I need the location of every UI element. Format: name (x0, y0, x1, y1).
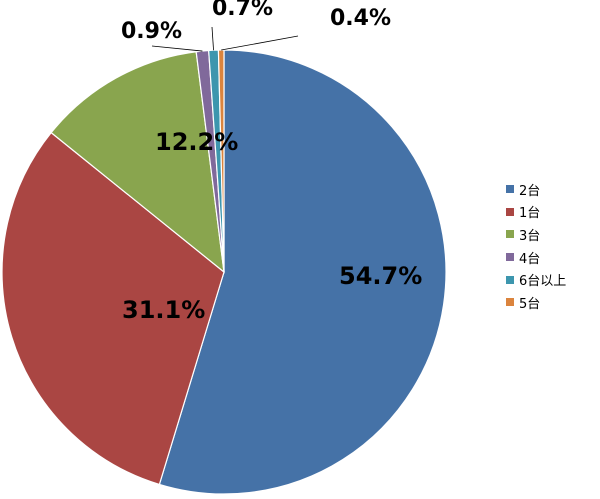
legend-item-2: 1台 (506, 201, 566, 224)
legend-swatch (506, 230, 514, 239)
data-label-6: 0.4% (330, 6, 391, 31)
legend-item-4: 4台 (506, 246, 566, 269)
legend-swatch (506, 298, 514, 307)
pie-slice-3 (50, 51, 225, 274)
data-label-4: 0.9% (121, 19, 182, 44)
legend-swatch (506, 275, 514, 284)
pie-slice-1 (158, 49, 447, 495)
legend-item-1: 2台 (506, 178, 566, 201)
leader-line-4 (151, 45, 203, 52)
pie-slice-2 (1, 131, 225, 486)
data-labels: 54.7% 31.1% 12.2% 0.9% 0.7% 0.4% (121, 0, 422, 324)
legend-label: 2台 (519, 183, 541, 199)
legend-label: 4台 (519, 251, 541, 267)
legend-swatch (506, 253, 514, 262)
leader-lines (151, 26, 299, 52)
data-label-3: 12.2% (155, 128, 238, 156)
data-label-2: 31.1% (122, 296, 205, 324)
legend-swatch (506, 207, 514, 216)
leader-line-5 (211, 26, 214, 51)
data-label-5: 0.7% (212, 0, 273, 21)
leader-line-6 (221, 35, 299, 51)
legend-label: 6台以上 (519, 274, 567, 290)
data-label-1: 54.7% (339, 262, 422, 290)
legend-label: 5台 (519, 296, 541, 312)
pie-slices (1, 49, 447, 495)
legend-item-6: 5台 (506, 291, 566, 314)
legend-label: 3台 (519, 228, 541, 244)
legend-swatch (506, 185, 514, 194)
legend-item-5: 6台以上 (506, 268, 566, 291)
pie-slice-6 (217, 49, 225, 273)
legend-label: 1台 (519, 206, 541, 222)
legend-item-3: 3台 (506, 223, 566, 246)
legend: 2台 1台 3台 4台 6台以上 5台 (506, 178, 566, 314)
